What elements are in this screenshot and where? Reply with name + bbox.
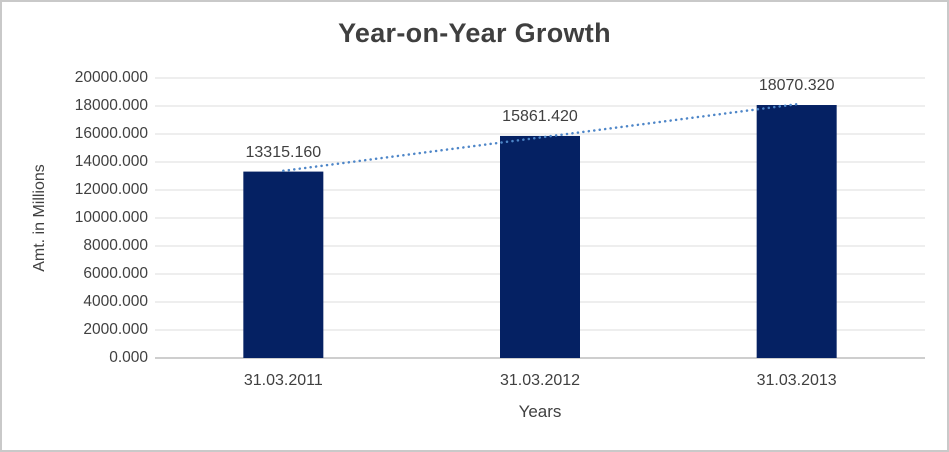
data-label: 15861.420 bbox=[502, 107, 578, 125]
y-tick-label: 12000.000 bbox=[74, 181, 148, 198]
bar-31.03.2012[interactable] bbox=[500, 135, 580, 358]
y-tick-label: 14000.000 bbox=[74, 153, 148, 170]
x-tick-label: 31.03.2011 bbox=[243, 372, 323, 389]
x-tick-label: 31.03.2012 bbox=[499, 372, 581, 389]
data-label: 18070.320 bbox=[758, 77, 835, 94]
y-tick-label: 18000.000 bbox=[74, 97, 148, 114]
y-tick-label: 16000.000 bbox=[74, 125, 148, 142]
bar-31.03.2013[interactable] bbox=[756, 105, 837, 358]
trendline[interactable] bbox=[282, 102, 798, 173]
y-tick-label: 20000.000 bbox=[74, 69, 148, 86]
y-tick-label: 0.000 bbox=[109, 349, 148, 366]
y-tick-label: 4000.000 bbox=[83, 293, 148, 310]
chart-title: Year-on-Year Growth bbox=[338, 18, 611, 48]
y-tick-label: 6000.000 bbox=[83, 265, 148, 282]
y-tick-label: 2000.000 bbox=[83, 321, 148, 338]
y-tick-label: 8000.000 bbox=[83, 237, 148, 254]
data-label: 13315.160 bbox=[245, 143, 322, 161]
x-axis-title: Years bbox=[518, 402, 562, 421]
y-tick-label: 10000.000 bbox=[74, 209, 148, 226]
x-tick-label: 31.03.2013 bbox=[756, 372, 837, 389]
bar-31.03.2011[interactable] bbox=[243, 171, 324, 358]
